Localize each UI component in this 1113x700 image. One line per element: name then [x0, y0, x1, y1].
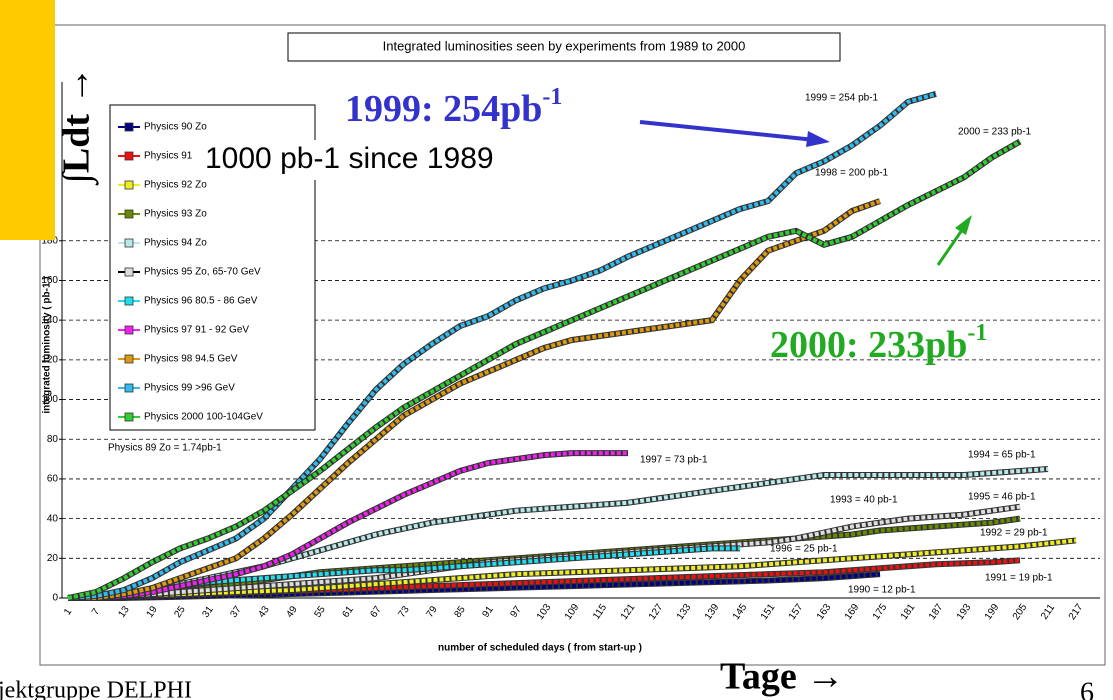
legend-label: Physics 97 91 - 92 GeV: [144, 325, 249, 336]
annotation: 1998 = 200 pb-1: [815, 168, 889, 179]
legend-swatch: [124, 325, 134, 335]
arrow-head: [806, 131, 830, 147]
annotation: 1999 = 254 pb-1: [805, 93, 879, 104]
series-line: [67, 546, 740, 600]
legend-swatch: [124, 354, 134, 364]
annotation: 1994 = 65 pb-1: [968, 450, 1036, 461]
legend-entries: Physics 90 Zo Physics 91 Zo Physics 92 Zo P…: [118, 122, 263, 423]
legend-swatch: [124, 412, 134, 422]
y-tick-label: 160: [41, 275, 58, 286]
callout-bg: [195, 140, 585, 180]
chart-title: Integrated luminosities seen by experime…: [383, 38, 746, 53]
callout-text: 1999: 254pb: [345, 88, 542, 130]
annotation: 1991 = 19 pb-1: [985, 573, 1053, 584]
legend-label: Physics 96 80.5 - 86 GeV: [144, 296, 258, 307]
annotation: Physics 89 Zo = 1.74pb-1: [108, 443, 222, 454]
y-tick-label: 20: [47, 553, 59, 564]
legend-label: Physics 98 94.5 GeV: [144, 354, 238, 365]
y-tick-label: 40: [47, 513, 59, 524]
annotation: 1995 = 46 pb-1: [968, 492, 1036, 503]
annotation: 2000 = 233 pb-1: [958, 127, 1032, 138]
callout-text: 2000: 233pb: [770, 324, 967, 366]
callout-sup: -1: [542, 84, 562, 110]
left-label: ∫Ldt →: [56, 66, 100, 185]
callout: 2000: 233pb-1: [770, 320, 987, 366]
callout-sup: -1: [967, 320, 987, 346]
y-tick-label: 120: [41, 354, 58, 365]
callout: 1999: 254pb-1: [345, 84, 562, 130]
series-line: [67, 538, 1077, 600]
legend-label: Physics 94 Zo: [144, 238, 207, 249]
legend-label: Physics 99 >96 GeV: [144, 383, 235, 394]
x-axis-label: number of scheduled days ( from start-up…: [438, 643, 642, 654]
title-box: [287, 32, 841, 62]
legend-swatch: [124, 383, 134, 393]
y-tick-label: 100: [41, 394, 58, 405]
x-tick-label: 7: [90, 606, 102, 617]
bottom-label: Tage →: [720, 656, 844, 698]
legend-swatch: [124, 267, 134, 277]
legend-swatch: [124, 209, 134, 219]
page-number: 6: [1080, 677, 1094, 700]
callout-arrow: [936, 229, 964, 266]
legend-label: Physics 92 Zo: [144, 180, 207, 191]
series-line: [68, 516, 1021, 600]
legend-label: Physics 95 Zo, 65-70 GeV: [144, 267, 261, 278]
series-line: [67, 139, 1021, 600]
annotation: 1993 = 40 pb-1: [830, 495, 898, 506]
footer: jektgruppe DELPHI: [0, 678, 192, 700]
y-tick-label: 60: [47, 474, 59, 485]
annotation: 1997 = 73 pb-1: [640, 455, 708, 466]
legend-swatch: [124, 238, 134, 248]
annotation: 1992 = 29 pb-1: [980, 528, 1048, 539]
y-tick-label: 0: [52, 593, 58, 604]
annotation: 1990 = 12 pb-1: [848, 585, 916, 596]
legend-swatch: [124, 122, 134, 132]
legend-swatch: [124, 296, 134, 306]
y-tick-label: 80: [47, 434, 59, 445]
x-tick-label: 1: [62, 606, 74, 617]
y-tick-label: 180: [41, 235, 58, 246]
arrow-head: [955, 215, 972, 235]
series-line: [68, 451, 628, 600]
annotations: 1999 = 254 pb-1 2000 = 233 pb-1 1998 = 200…: [108, 93, 1053, 596]
series-line: [68, 199, 881, 600]
legend-label: Physics 90 Zo: [144, 122, 207, 133]
legend-swatch: [124, 180, 134, 190]
y-axis-label: integrated luminosity ( pb-1 ): [42, 276, 53, 413]
callout-arrow: [639, 120, 816, 142]
legend-label: Physics 91 Zo: [144, 151, 207, 162]
callout: 1000 pb-1 since 1989: [205, 142, 494, 175]
legend-label: Physics 2000 100-104GeV: [144, 412, 263, 423]
annotation: 1996 = 25 pb-1: [770, 544, 838, 555]
legend-label: Physics 93 Zo: [144, 209, 207, 220]
y-tick-label: 140: [41, 315, 58, 326]
legend-swatch: [124, 151, 134, 161]
accent-bar: [0, 0, 55, 240]
series-line: [67, 91, 937, 600]
